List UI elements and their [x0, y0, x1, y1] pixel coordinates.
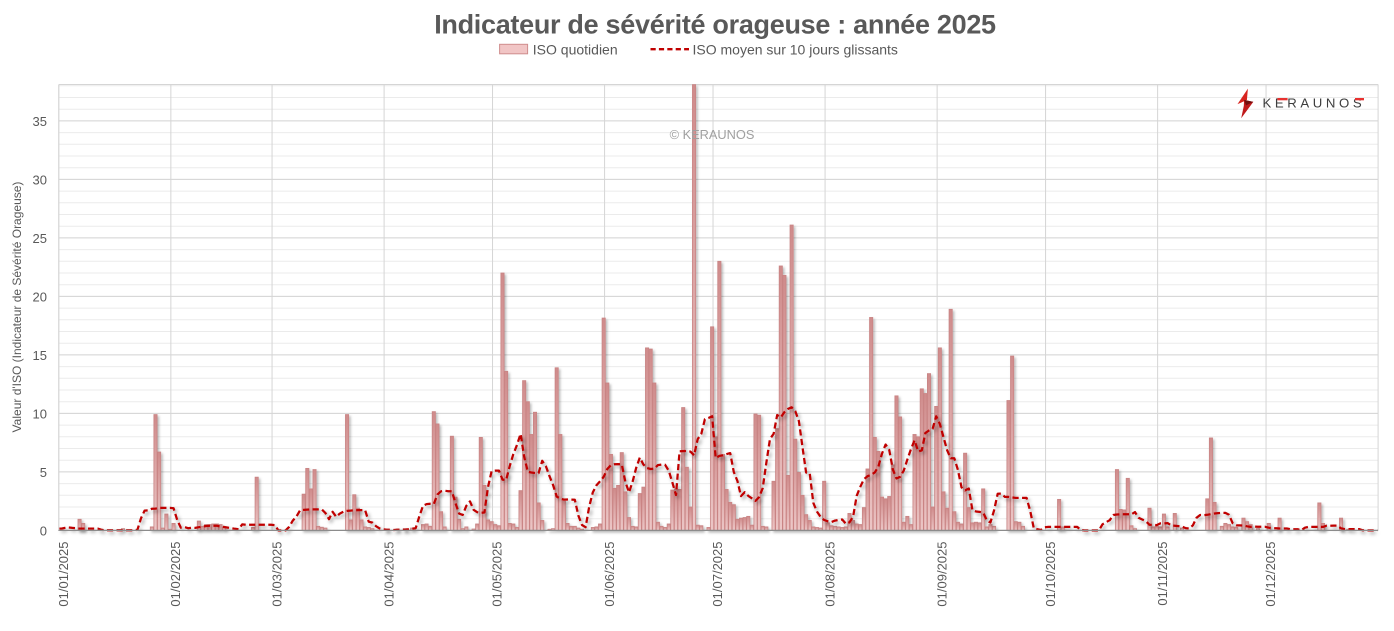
svg-text:01/10/2025: 01/10/2025	[1043, 542, 1058, 607]
svg-text:01/07/2025: 01/07/2025	[710, 542, 725, 607]
svg-text:01/08/2025: 01/08/2025	[822, 542, 837, 607]
svg-text:01/03/2025: 01/03/2025	[269, 542, 284, 607]
svg-text:© KERAUNOS: © KERAUNOS	[670, 127, 755, 142]
svg-text:35: 35	[33, 114, 47, 129]
svg-text:Indicateur de sévérité orageus: Indicateur de sévérité orageuse : année …	[434, 10, 996, 40]
svg-text:0: 0	[40, 523, 47, 538]
svg-text:10: 10	[33, 406, 47, 421]
svg-text:25: 25	[33, 231, 47, 246]
svg-text:01/02/2025: 01/02/2025	[168, 542, 183, 607]
svg-text:01/11/2025: 01/11/2025	[1155, 542, 1170, 606]
svg-text:30: 30	[33, 172, 47, 187]
svg-text:20: 20	[33, 289, 47, 304]
svg-text:Valeur d'ISO (Indicateur de Sé: Valeur d'ISO (Indicateur de Sévérité Ora…	[10, 182, 24, 433]
svg-text:01/09/2025: 01/09/2025	[934, 542, 949, 607]
svg-text:01/05/2025: 01/05/2025	[490, 542, 505, 607]
svg-text:ISO quotidien: ISO quotidien	[533, 42, 618, 58]
svg-text:01/12/2025: 01/12/2025	[1263, 542, 1278, 607]
svg-text:01/04/2025: 01/04/2025	[381, 542, 396, 607]
svg-text:01/06/2025: 01/06/2025	[602, 542, 617, 607]
svg-text:ISO moyen sur 10 jours glissan: ISO moyen sur 10 jours glissants	[693, 42, 898, 58]
svg-text:KERAUNOS: KERAUNOS	[1263, 95, 1366, 110]
svg-text:15: 15	[33, 348, 47, 363]
svg-text:01/01/2025: 01/01/2025	[56, 542, 71, 607]
svg-text:5: 5	[40, 465, 47, 480]
